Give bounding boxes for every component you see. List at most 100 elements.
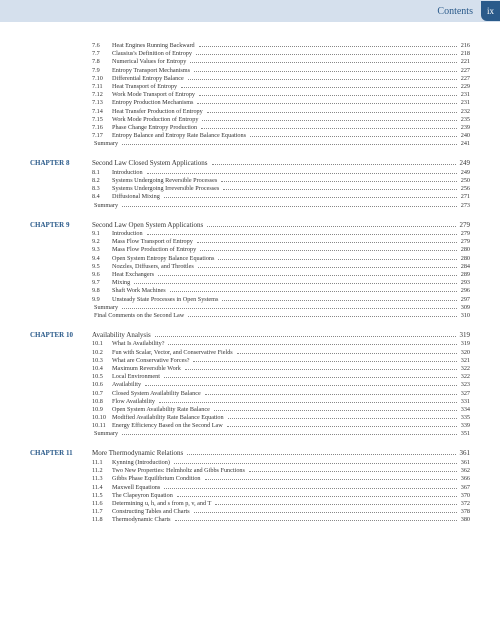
chapter-label: CHAPTER 9	[30, 221, 92, 229]
chapter-heading: CHAPTER 8Second Law Closed System Applic…	[92, 159, 470, 167]
entry-number: 10.1	[92, 340, 112, 347]
toc-entry: 7.11Heat Transport of Entropy229	[92, 83, 470, 90]
toc-entry: 9.4Open System Entropy Balance Equations…	[92, 255, 470, 262]
entry-page: 334	[459, 406, 470, 413]
leader-dots	[202, 120, 456, 121]
entry-title: Clausius's Definition of Entropy	[112, 50, 194, 57]
entry-page: 362	[459, 467, 470, 474]
entry-number: 11.1	[92, 459, 112, 466]
leader-dots	[194, 512, 457, 513]
entry-title: Nozzles, Diffusers, and Throttles	[112, 263, 196, 270]
entry-page: 380	[459, 516, 470, 523]
toc-entry: 11.2Two New Properties: Helmholtz and Gi…	[92, 467, 470, 474]
entry-number: 7.13	[92, 99, 112, 106]
toc-entry: 11.6Determining u, h, and s from p, v, a…	[92, 500, 470, 507]
entry-number: 9.4	[92, 255, 112, 262]
toc-entry: Final Comments on the Second Law310	[92, 312, 470, 319]
entry-page: 240	[459, 132, 470, 139]
entry-page: 279	[459, 238, 470, 245]
entry-title: Systems Undergoing Irreversible Processe…	[112, 185, 221, 192]
leader-dots	[145, 385, 457, 386]
leader-dots	[190, 62, 456, 63]
entry-title: Final Comments on the Second Law	[94, 312, 186, 319]
leader-dots	[207, 112, 457, 113]
entry-number: 7.16	[92, 124, 112, 131]
leader-dots	[237, 353, 457, 354]
entry-number: 9.1	[92, 230, 112, 237]
entry-number: 11.8	[92, 516, 112, 523]
toc-entry: Summary 241	[92, 140, 470, 147]
leader-dots	[164, 377, 457, 378]
leader-dots	[249, 471, 457, 472]
chapter-page: 279	[458, 221, 471, 229]
toc-entry: 10.8Flow Availability331	[92, 398, 470, 405]
leader-dots	[197, 242, 457, 243]
entry-number: 7.7	[92, 50, 112, 57]
chapter-title: More Thermodynamic Relations	[92, 449, 185, 457]
leader-dots	[205, 479, 457, 480]
toc-entry: 8.2Systems Undergoing Reversible Process…	[92, 177, 470, 184]
entry-number: 11.5	[92, 492, 112, 499]
leader-dots	[197, 103, 456, 104]
chapter-page: 249	[458, 159, 471, 167]
entry-title: Phase Change Entropy Production	[112, 124, 199, 131]
entry-number: 10.10	[92, 414, 112, 421]
entry-title: Maxwell Equations	[112, 484, 162, 491]
page-number-tab: ix	[481, 1, 500, 21]
toc-entry: 7.17Entropy Balance and Entropy Rate Bal…	[92, 132, 470, 139]
leader-dots	[177, 496, 457, 497]
entry-page: 372	[459, 500, 470, 507]
entry-title: Heat Engines Running Backward	[112, 42, 197, 49]
chapter-heading: CHAPTER 9Second Law Open System Applicat…	[92, 221, 470, 229]
entry-page: 322	[459, 365, 470, 372]
leader-dots	[194, 71, 457, 72]
leader-dots	[221, 181, 456, 182]
entry-title: Flow Availability	[112, 398, 157, 405]
entry-title: Shaft Work Machines	[112, 287, 168, 294]
entry-number: 8.2	[92, 177, 112, 184]
entry-page: 221	[459, 58, 470, 65]
entry-number: 10.5	[92, 373, 112, 380]
leader-dots	[223, 189, 456, 190]
entry-title: Summary	[94, 304, 120, 311]
entry-page: 273	[459, 202, 470, 209]
entry-title: Mass Flow Production of Entropy	[112, 246, 198, 253]
toc-entry: Summary309	[92, 304, 470, 311]
entry-title: Unsteady State Processes in Open Systems	[112, 296, 220, 303]
entry-title: Introduction	[112, 169, 145, 176]
toc-entry: 10.1What Is Availability?319	[92, 340, 470, 347]
entry-number: 7.11	[92, 83, 112, 90]
entry-title: Summary	[94, 140, 120, 147]
entry-page: 241	[459, 140, 470, 147]
entry-page: 250	[459, 177, 470, 184]
leader-dots	[200, 250, 457, 251]
entry-number: 11.2	[92, 467, 112, 474]
leader-dots	[199, 46, 457, 47]
entry-title: Open System Entropy Balance Equations	[112, 255, 216, 262]
toc-entry: 10.9Open System Availability Rate Balanc…	[92, 406, 470, 413]
chapter-page: 361	[458, 449, 471, 457]
toc-entry: 10.6Availability323	[92, 381, 470, 388]
leader-dots	[193, 361, 456, 362]
leader-dots	[198, 267, 457, 268]
toc-entry: 10.3What are Conservative Forces?321	[92, 357, 470, 364]
chapter-label: CHAPTER 11	[30, 449, 92, 457]
entry-number: 8.3	[92, 185, 112, 192]
entry-page: 279	[459, 230, 470, 237]
leader-dots	[199, 95, 457, 96]
entry-title: Heat Exchangers	[112, 271, 156, 278]
entry-title: Determining u, h, and s from p, v, and T	[112, 500, 213, 507]
toc-entry: 7.12Work Mode Transport of Entropy231	[92, 91, 470, 98]
leader-dots	[222, 300, 456, 301]
entry-number: 7.8	[92, 58, 112, 65]
entry-number: 10.6	[92, 381, 112, 388]
chapter-title: Availability Analysis	[92, 331, 153, 339]
entry-title: Gibbs Phase Equilibrium Condition	[112, 475, 203, 482]
toc-entry: 9.5Nozzles, Diffusers, and Throttles284	[92, 263, 470, 270]
entry-number: 7.10	[92, 75, 112, 82]
entry-title: Mixing	[112, 279, 132, 286]
entry-title: Heat Transport of Entropy	[112, 83, 179, 90]
chapter-heading: CHAPTER 11More Thermodynamic Relations36…	[92, 449, 470, 457]
entry-title: The Clapeyron Equation	[112, 492, 175, 499]
leader-dots	[205, 394, 457, 395]
